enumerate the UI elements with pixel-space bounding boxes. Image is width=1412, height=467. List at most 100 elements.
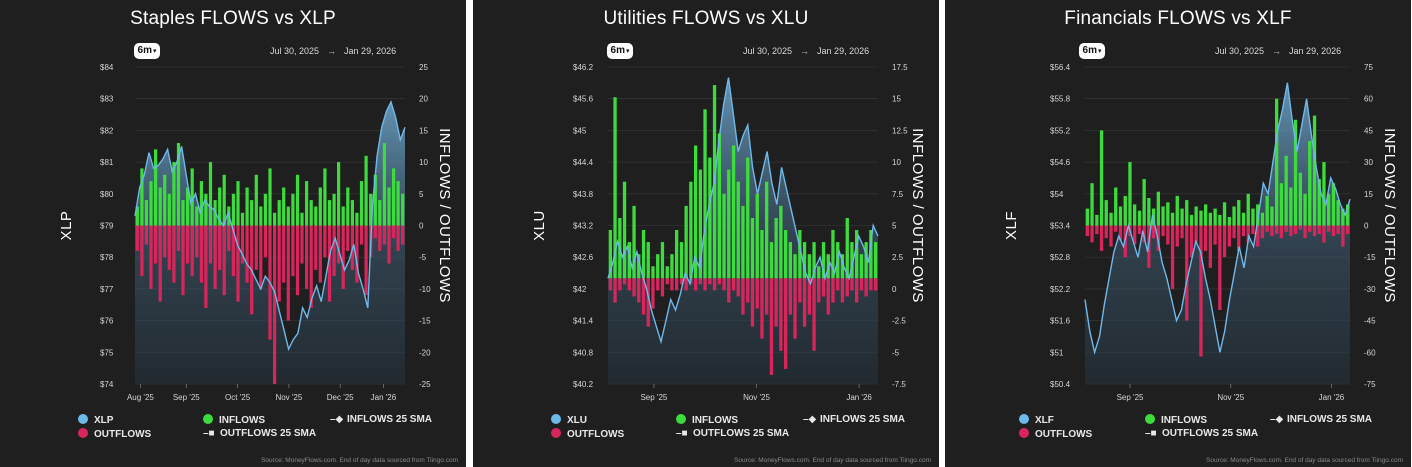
outflow-bar [1152,225,1156,239]
outflow-bar [359,225,364,245]
outflow-bar [314,225,318,270]
square-line-icon: –■ [203,428,215,439]
legend-item-inflows[interactable]: INFLOWS [1145,414,1207,426]
outflow-bar [817,278,821,303]
outflow-bar [291,225,295,277]
legend: XLP OUTFLOWS INFLOWS –■ OUTFLOWS 25 SMA –… [0,414,466,444]
legend-label-outflows: OUTFLOWS [94,429,152,440]
legend-item-inflows[interactable]: INFLOWS [676,414,738,426]
outflow-bar [769,278,774,375]
inflow-bar [765,181,769,279]
y-tick-right: 5 [892,222,897,231]
inflow-bar [172,162,176,226]
outflow-bar [746,278,750,303]
inflow-bar [1104,200,1108,226]
y-tick-left: $55.8 [1050,95,1071,104]
outflow-bar [1099,225,1104,251]
legend-item-price[interactable]: XLU [551,414,587,426]
y-tick-right: -2.5 [892,317,906,326]
inflow-bar [337,162,341,226]
outflow-bar [1161,225,1165,237]
inflow-bar [703,109,707,279]
outflow-bar [199,225,203,283]
y-tick-left: $82 [100,126,114,135]
outflow-bar [1284,225,1288,232]
outflow-bar [812,278,816,351]
date-to[interactable]: Jan 29, 2026 [817,46,870,56]
range-label: 6m [137,45,152,56]
legend-item-outflows[interactable]: OUTFLOWS [1019,428,1092,440]
range-label: 6m [1082,45,1097,56]
legend-item-price[interactable]: XLF [1019,414,1054,426]
y-tick-right: 20 [419,95,428,104]
legend-item-outflows[interactable]: OUTFLOWS [551,428,624,440]
inflow-bar [769,242,774,279]
legend-item-outflows-sma[interactable]: –■ OUTFLOWS 25 SMA [203,428,316,439]
inflow-bar [163,174,167,226]
outflow-bar [779,278,783,351]
arrow-right-icon: → [327,46,337,56]
outflow-bar [158,225,162,302]
legend-item-inflows[interactable]: INFLOWS [203,414,265,426]
legend-label-inflows-sma: INFLOWS 25 SMA [820,414,906,425]
inflow-bar [277,200,281,226]
legend-item-outflows-sma[interactable]: –■ OUTFLOWS 25 SMA [676,428,789,439]
range-select-button[interactable]: 6m▾ [607,43,633,59]
inflow-bar [1275,98,1279,226]
inflow-bar [679,242,684,279]
outflow-bar [1213,225,1217,245]
outflow-bar [318,225,322,283]
outflow-bar [1289,225,1293,237]
legend-item-inflows-sma[interactable]: –◆ INFLOWS 25 SMA [803,414,905,425]
inflow-bar [845,218,849,279]
outflow-bar [1227,225,1231,247]
legend-item-price[interactable]: XLP [78,414,113,426]
y-tick-left: $41.4 [573,317,594,326]
outflow-bar [784,278,788,369]
outflow-bar [309,225,313,308]
inflow-bar [401,193,405,226]
inflow-bar [802,242,807,279]
outflow-bar [618,278,622,291]
chart-panel-utilities: Utilities FLOWS vs XLU 6m▾ Jul 30, 2025 →… [473,0,939,467]
date-from[interactable]: Jul 30, 2025 [270,46,320,56]
date-from[interactable]: Jul 30, 2025 [743,46,793,56]
date-to[interactable]: Jan 29, 2026 [344,46,397,56]
date-range[interactable]: Jul 30, 2025 → Jan 29, 2026 [270,46,396,56]
y-tick-right: -15 [419,317,431,326]
inflow-bar [1336,200,1340,226]
outflow-bar [195,225,199,258]
legend-item-inflows-sma[interactable]: –◆ INFLOWS 25 SMA [330,414,432,425]
inflow-bar [355,212,359,226]
date-range[interactable]: Jul 30, 2025 → Jan 29, 2026 [743,46,869,56]
inflow-bar [831,230,835,279]
y-tick-left: $55.2 [1050,126,1071,135]
inflow-bar [1156,191,1160,226]
y-tick-right: 0 [1364,222,1369,231]
inflow-bar [660,242,665,279]
inflow-bar [378,200,382,226]
legend-item-inflows-sma[interactable]: –◆ INFLOWS 25 SMA [1270,414,1372,425]
legend-item-outflows-sma[interactable]: –■ OUTFLOWS 25 SMA [1145,428,1258,439]
legend-label-outflows: OUTFLOWS [1035,429,1093,440]
outflow-bar [387,225,391,264]
date-to[interactable]: Jan 29, 2026 [1289,46,1342,56]
date-range[interactable]: Jul 30, 2025 → Jan 29, 2026 [1215,46,1341,56]
range-select-button[interactable]: 6m▾ [1079,43,1105,59]
inflow-swatch-icon [1145,414,1155,424]
legend-label-inflows-sma: INFLOWS 25 SMA [1287,414,1373,425]
price-swatch-icon [1019,414,1029,424]
inflow-bar [1312,115,1317,226]
outflow-bar [1170,225,1175,289]
inflow-bar [1284,155,1288,226]
inflow-bar [670,254,674,279]
date-from[interactable]: Jul 30, 2025 [1215,46,1265,56]
range-select-button[interactable]: 6m▾ [134,43,160,59]
outflow-bar [227,225,231,251]
y-tick-left: $75 [100,348,114,357]
outflow-swatch-icon [551,428,561,438]
y-axis-title-right: INFLOWS / OUTFLOWS [436,128,453,303]
chart-title: Financials FLOWS vs XLF [1064,8,1292,29]
inflow-bar [646,242,650,279]
legend-item-outflows[interactable]: OUTFLOWS [78,428,151,440]
